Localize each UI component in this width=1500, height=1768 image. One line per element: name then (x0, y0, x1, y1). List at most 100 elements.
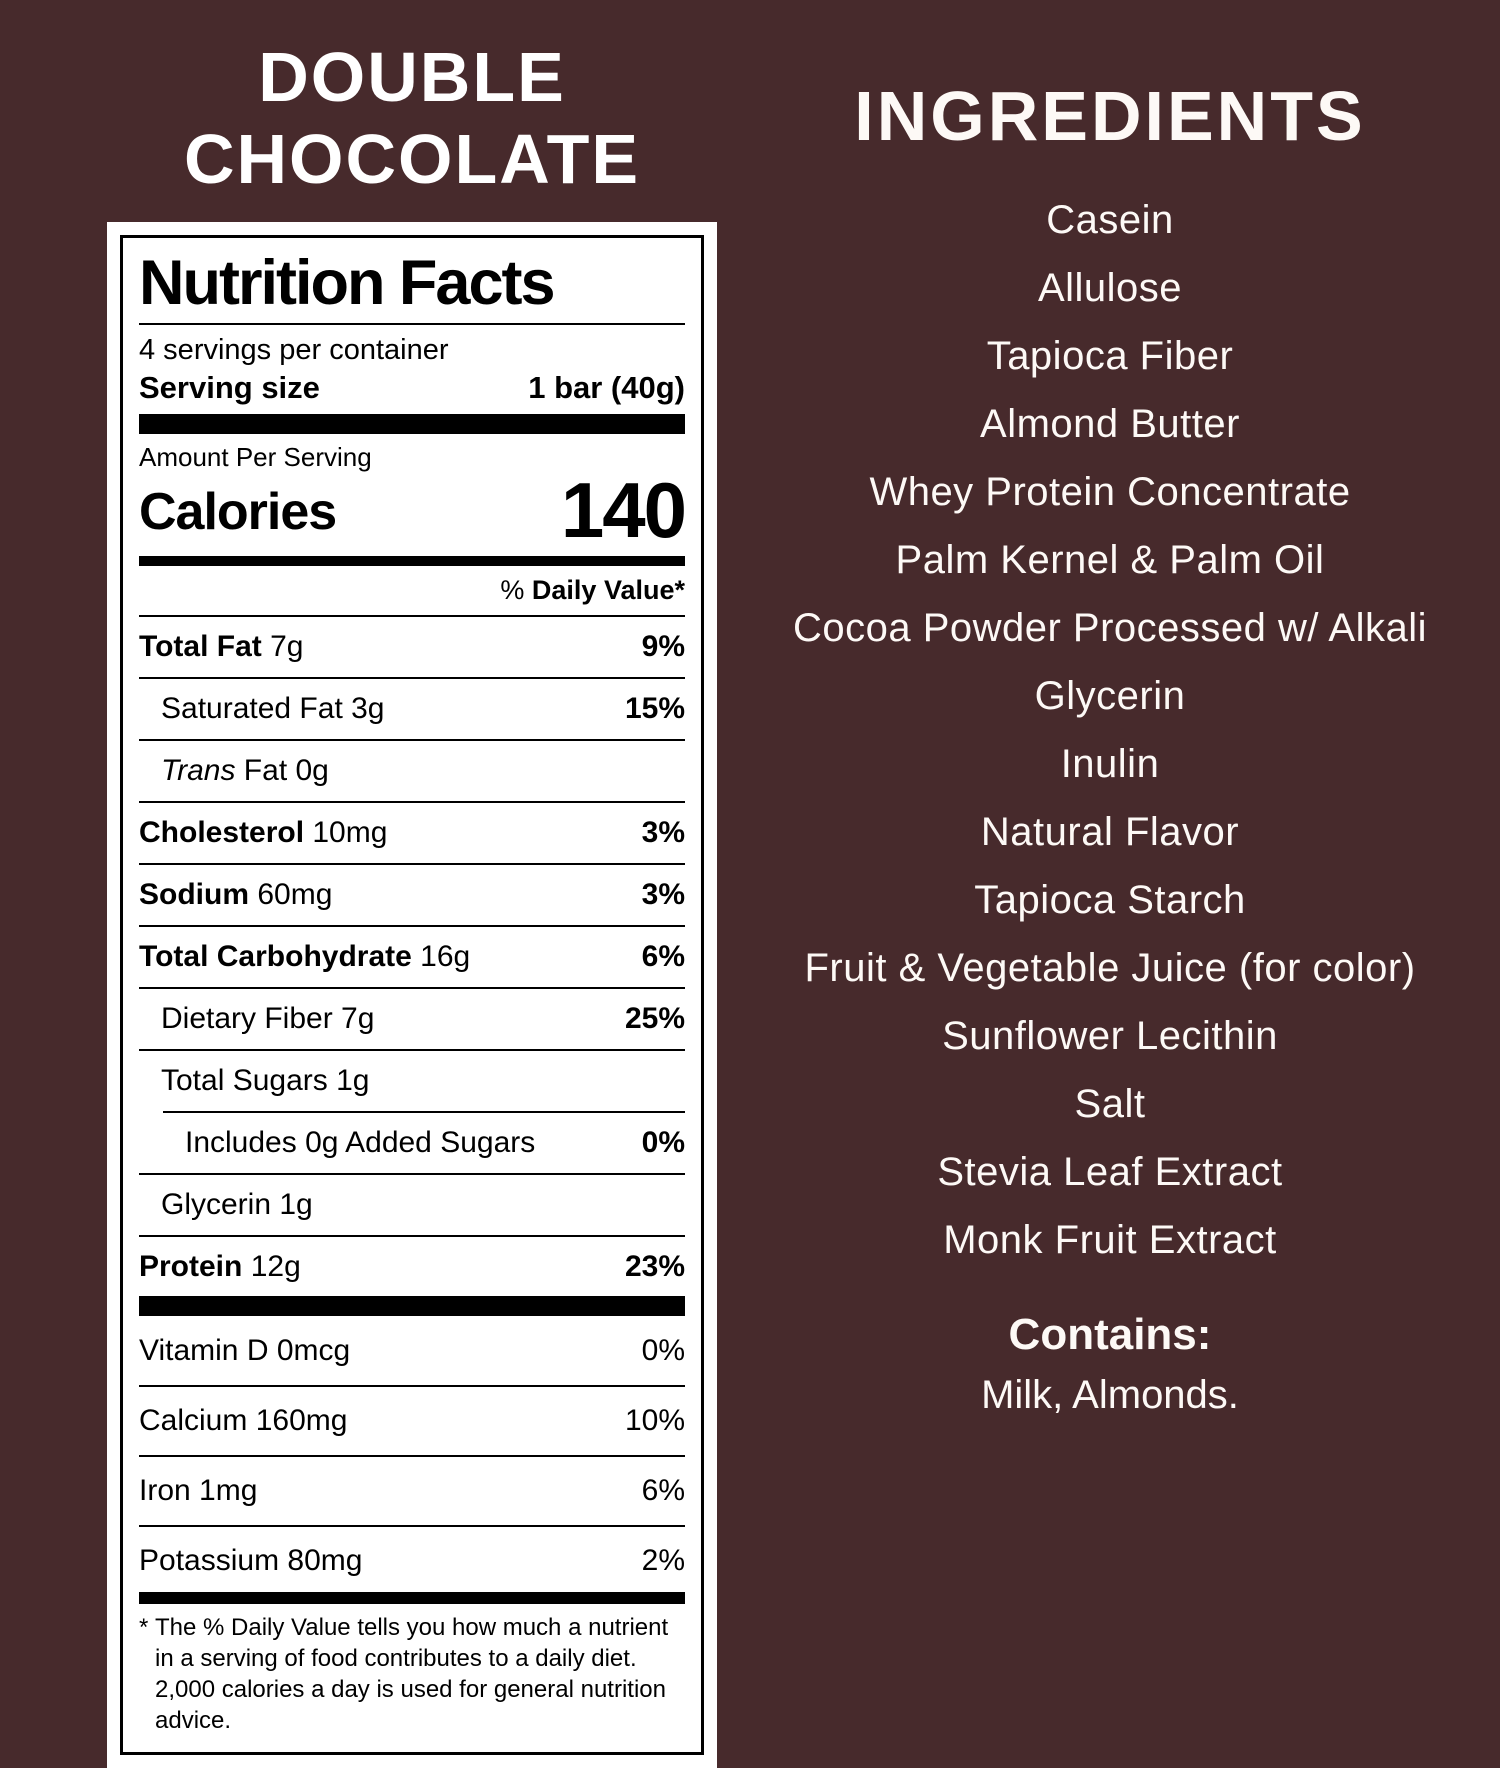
nutrient-row: Total Carbohydrate 16g 6% (139, 934, 685, 980)
daily-value-header: % Daily Value* (139, 572, 685, 608)
serving-size-value: 1 bar (40g) (528, 370, 685, 405)
nutrient-daily-value: 3% (641, 816, 685, 849)
nutrient-name: Total Carbohydrate 16g (139, 940, 471, 973)
nutrient-name: Total Fat 7g (139, 630, 304, 663)
contains-label: Contains: (1008, 1310, 1212, 1359)
nutrient-daily-value: 6% (641, 1474, 685, 1507)
ingredient-item: Glycerin (1034, 674, 1186, 718)
nutrient-name: Calcium 160mg (139, 1404, 348, 1437)
daily-value-percent: % (500, 575, 525, 605)
footnote-text: The % Daily Value tells you how much a n… (155, 1614, 669, 1734)
thick-divider-bar (139, 1296, 685, 1316)
nutrient-row: Iron 1mg 6% (139, 1464, 685, 1518)
nutrient-row: Saturated Fat 3g 15% (139, 686, 685, 732)
ingredient-item: Natural Flavor (980, 810, 1240, 854)
divider (139, 615, 685, 617)
nutrient-row: Cholesterol 10mg 3% (139, 810, 685, 856)
ingredient-item: Casein (1046, 198, 1174, 242)
divider (139, 1173, 685, 1175)
nutrient-daily-value: 0% (641, 1334, 685, 1367)
ingredient-item: Allulose (1037, 266, 1183, 310)
divider (139, 987, 685, 989)
ingredient-item: Cocoa Powder Processed w/ Alkali (792, 606, 1428, 650)
nutrition-facts-panel: Nutrition Facts 4 servings per container… (107, 222, 717, 1768)
nutrient-daily-value: 0% (641, 1126, 685, 1159)
daily-value-text: Daily Value* (531, 575, 685, 605)
nutrient-row: Calcium 160mg 10% (139, 1394, 685, 1448)
nutrition-facts-border: Nutrition Facts 4 servings per container… (120, 235, 704, 1755)
divider (139, 677, 685, 679)
product-title-line2: CHOCOLATE (183, 120, 641, 198)
ingredient-item: Tapioca Starch (974, 878, 1246, 922)
nutrient-row: Potassium 80mg 2% (139, 1534, 685, 1588)
nutrient-row: Dietary Fiber 7g 25% (139, 996, 685, 1042)
nutrient-daily-value: 9% (641, 630, 685, 663)
nutrient-name: Cholesterol 10mg (139, 816, 388, 849)
serving-size-row: Serving size 1 bar (40g) (139, 368, 685, 408)
nutrient-row: Trans Fat 0g (139, 748, 685, 794)
calories-value: 140 (560, 466, 687, 554)
ingredient-item: Salt (1074, 1082, 1146, 1126)
amount-per-serving-label: Amount Per Serving (139, 442, 372, 472)
nutrient-row: Total Fat 7g 9% (139, 624, 685, 670)
nutrient-name: Includes 0g Added Sugars (185, 1126, 536, 1159)
medium-divider-bar (139, 556, 685, 566)
divider (139, 801, 685, 803)
nutrient-daily-value: 15% (624, 692, 685, 725)
ingredient-list: Casein Allulose Tapioca Fiber Almond Butter… (745, 186, 1475, 1274)
ingredient-item: Almond Butter (980, 402, 1240, 446)
thick-divider-bar (139, 414, 685, 434)
ingredients-title: INGREDIENTS (854, 77, 1366, 155)
nutrient-name: Total Sugars 1g (161, 1064, 370, 1097)
ingredient-item: Monk Fruit Extract (943, 1218, 1277, 1262)
nutrient-daily-value: 3% (641, 878, 685, 911)
divider (163, 1111, 685, 1113)
label-canvas: DOUBLE CHOCOLATE Nutrition Facts 4 servi… (90, 0, 1475, 1768)
nutrient-name: Vitamin D 0mcg (139, 1334, 351, 1367)
ingredient-item: Fruit & Vegetable Juice (for color) (804, 946, 1416, 990)
vitamin-rows: Vitamin D 0mcg 0% Calcium 160mg 10% Iron 1mg… (139, 1324, 685, 1588)
servings-per-container: 4 servings per container (139, 334, 449, 366)
nutrient-name: Protein 12g (139, 1250, 301, 1283)
ingredients-section: INGREDIENTS Casein Allulose Tapioca Fiber A… (745, 0, 1475, 1426)
nutrient-name: Sodium 60mg (139, 878, 333, 911)
daily-value-footnote: * The % Daily Value tells you how much a… (139, 1612, 685, 1736)
nutrition-facts-title: Nutrition Facts (139, 248, 556, 318)
product-title-line1: DOUBLE (258, 38, 566, 116)
ingredient-item: Whey Protein Concentrate (869, 470, 1351, 514)
footnote-asterisk: * (139, 1614, 149, 1641)
nutrient-row: Glycerin 1g (139, 1182, 685, 1228)
nutrient-row: Protein 12g 23% (139, 1244, 685, 1290)
nutrient-row: Sodium 60mg 3% (139, 872, 685, 918)
nutrient-row: Includes 0g Added Sugars 0% (139, 1120, 685, 1166)
nutrient-daily-value: 10% (624, 1404, 685, 1437)
divider (139, 1385, 685, 1387)
medium-divider-bar (139, 1592, 685, 1604)
ingredient-item: Sunflower Lecithin (942, 1014, 1278, 1058)
product-title: DOUBLE CHOCOLATE (90, 36, 734, 200)
serving-size-label: Serving size (139, 370, 320, 405)
nutrient-row: Total Sugars 1g (139, 1058, 685, 1104)
nutrient-name: Potassium 80mg (139, 1544, 363, 1577)
nutrient-name: Glycerin 1g (161, 1188, 313, 1221)
nutrient-row: Vitamin D 0mcg 0% (139, 1324, 685, 1378)
ingredient-item: Palm Kernel & Palm Oil (895, 538, 1325, 582)
calories-row: Calories 140 (139, 466, 687, 554)
nutrient-daily-value: 25% (624, 1002, 685, 1035)
divider (139, 925, 685, 927)
divider (139, 1235, 685, 1237)
divider (139, 1525, 685, 1527)
contains-value: Milk, Almonds. (981, 1373, 1239, 1417)
nutrient-daily-value: 2% (641, 1544, 685, 1577)
nutrient-daily-value: 23% (624, 1250, 685, 1283)
ingredient-item: Inulin (1060, 742, 1160, 786)
divider (139, 739, 685, 741)
nutrient-name: Trans Fat 0g (161, 754, 329, 787)
ingredient-item: Tapioca Fiber (986, 334, 1234, 378)
nutrient-name: Iron 1mg (139, 1474, 258, 1507)
divider (139, 1455, 685, 1457)
ingredient-item: Stevia Leaf Extract (937, 1150, 1283, 1194)
nutrient-daily-value: 6% (641, 940, 685, 973)
divider (139, 323, 685, 325)
nutrient-name: Dietary Fiber 7g (161, 1002, 375, 1035)
